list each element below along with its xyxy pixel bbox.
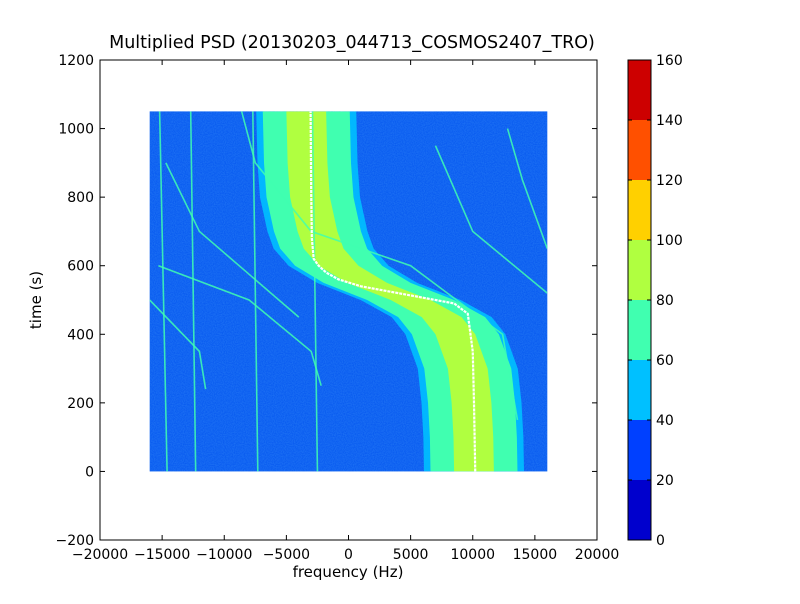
x-axis: −20000 −15000 −10000 −5000 0 5000 10000 15000 20…	[72, 60, 619, 563]
y-tick-label: 600	[67, 259, 94, 275]
colorbar-segment-4	[628, 300, 651, 360]
y-tick-label: 800	[67, 190, 94, 206]
interference-line-2	[189, 111, 197, 472]
colorbar: 0 20 40 60 80 100 120 140 160	[627, 53, 683, 549]
colorbar-tick-label: 0	[656, 533, 665, 549]
x-tick-label: 20000	[575, 547, 620, 563]
interference-line-9	[165, 162, 300, 318]
y-tick-label: −200	[56, 533, 94, 549]
x-tick-label: −5000	[263, 547, 310, 563]
colorbar-tick-label: 20	[656, 473, 674, 489]
colorbar-segment-5	[628, 240, 651, 300]
colorbar-tick-label: 40	[656, 413, 674, 429]
x-axis-label: frequency (Hz)	[293, 563, 404, 581]
colorbar-tick-label: 120	[656, 173, 683, 189]
colorbar-segment-6	[628, 180, 651, 240]
interference-line-1	[158, 111, 168, 472]
y-axis: −200 0 200 400 600 800 1000 1200	[56, 53, 597, 549]
colorbar-tick-label: 100	[656, 233, 683, 249]
interference-line-6	[434, 145, 548, 294]
interference-line-4	[311, 111, 319, 472]
y-tick-label: 200	[67, 396, 94, 412]
y-axis-label: time (s)	[27, 271, 45, 329]
colorbar-tick-label: 160	[656, 53, 683, 69]
x-tick-label: −20000	[72, 547, 128, 563]
interference-line-3	[252, 111, 259, 472]
heatmap-plot	[149, 111, 548, 472]
colorbar-tick-label: 60	[656, 353, 674, 369]
interference-line-10	[149, 299, 207, 390]
y-tick-label: 1000	[58, 122, 94, 138]
colorbar-segment-7	[628, 120, 651, 180]
colorbar-tick-label: 80	[656, 293, 674, 309]
x-tick-label: 10000	[450, 547, 495, 563]
x-tick-label: 0	[344, 547, 353, 563]
x-tick-label: 15000	[513, 547, 558, 563]
x-tick-label: 5000	[393, 547, 429, 563]
chart-title: Multiplied PSD (20130203_044713_COSMOS24…	[109, 33, 595, 53]
y-tick-label: 0	[85, 464, 94, 480]
interference-line-5	[240, 111, 519, 421]
doppler-trace	[309, 111, 477, 472]
colorbar-segment-1	[628, 480, 651, 540]
interference-line-8	[158, 264, 322, 386]
colorbar-tick-label: 140	[656, 113, 683, 129]
x-tick-label: −10000	[196, 547, 252, 563]
interference-lines	[149, 111, 548, 472]
colorbar-segment-2	[628, 420, 651, 480]
colorbar-segment-3	[628, 360, 651, 420]
colorbar-segment-8	[628, 60, 651, 120]
x-tick-label: −15000	[134, 547, 190, 563]
interference-line-7	[506, 128, 548, 249]
y-tick-label: 400	[67, 327, 94, 343]
doppler-trace-line	[309, 111, 477, 472]
y-tick-label: 1200	[58, 53, 94, 69]
